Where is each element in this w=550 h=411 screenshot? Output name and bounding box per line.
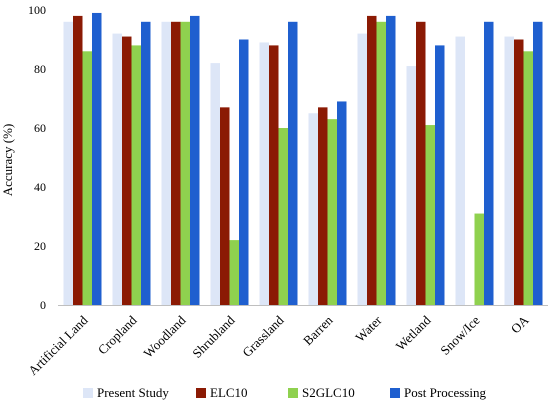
legend-label: ELC10 [210, 385, 248, 400]
bar-s2glc10 [327, 119, 337, 306]
bar-post-processing [484, 21, 494, 306]
y-axis: 0 20 40 60 80 100 [28, 3, 46, 312]
x-tick-label: OA [508, 312, 532, 336]
bar-elc10 [269, 45, 279, 306]
bar-elc10 [367, 15, 377, 306]
bar-s2glc10 [474, 213, 484, 305]
bar-post-processing [435, 45, 445, 306]
bar-present-study [161, 21, 171, 306]
y-axis-label: Accuracy (%) [0, 124, 15, 197]
x-tick-label: Woodland [140, 312, 189, 361]
x-tick-label: Shrubland [189, 312, 238, 361]
bar-elc10 [416, 21, 426, 306]
bar-elc10 [220, 107, 230, 305]
y-tick-label: 100 [28, 3, 46, 17]
x-tick-label: Wetland [393, 312, 434, 353]
y-tick-label: 20 [34, 239, 46, 253]
bar-post-processing [190, 15, 200, 306]
bar-s2glc10 [131, 45, 141, 306]
bar-present-study [406, 66, 416, 305]
legend-label: S2GLC10 [302, 385, 355, 400]
bar-post-processing [386, 15, 396, 306]
bar-s2glc10 [523, 51, 533, 305]
bar-post-processing [141, 21, 151, 306]
bar-present-study [455, 36, 465, 306]
bar-present-study [357, 33, 367, 305]
legend-swatch [196, 388, 206, 398]
x-tick-label: Cropland [95, 312, 140, 357]
bar-present-study [210, 63, 220, 305]
bar-post-processing [533, 21, 543, 306]
legend-swatch [390, 388, 400, 398]
bar-post-processing [92, 12, 102, 305]
bar-elc10 [318, 107, 328, 305]
legend-label: Post Processing [404, 385, 486, 400]
bar-post-processing [337, 101, 347, 305]
legend-swatch [83, 388, 93, 398]
bar-present-study [112, 33, 122, 305]
bar-s2glc10 [425, 125, 435, 305]
bar-s2glc10 [180, 21, 190, 306]
y-tick-label: 60 [34, 121, 46, 135]
x-tick-label: Artificial Land [25, 312, 91, 378]
bar-elc10 [122, 36, 132, 306]
x-axis: Artificial Land Cropland Woodland Shrubland… [25, 305, 548, 378]
bar-present-study [259, 42, 269, 305]
bar-s2glc10 [229, 240, 239, 305]
legend-swatch [288, 388, 298, 398]
bar-present-study [308, 113, 318, 305]
bar-elc10 [514, 39, 524, 305]
bar-post-processing [239, 39, 249, 305]
legend: Present Study ELC10 S2GLC10 Post Processing [83, 385, 486, 400]
bar-s2glc10 [376, 21, 386, 306]
bars [63, 12, 543, 306]
x-tick-label: Barren [300, 312, 336, 348]
y-tick-label: 80 [34, 62, 46, 76]
x-tick-label: Water [352, 312, 385, 345]
bar-s2glc10 [278, 128, 288, 305]
bar-elc10 [73, 15, 83, 306]
bar-post-processing [288, 21, 298, 306]
bar-present-study [63, 21, 73, 306]
y-tick-label: 40 [34, 180, 46, 194]
legend-label: Present Study [97, 385, 169, 400]
x-tick-label: Snow/Ice [437, 312, 482, 357]
bar-elc10 [171, 21, 181, 306]
x-tick-label: Grassland [239, 312, 287, 360]
y-tick-label: 0 [40, 298, 46, 312]
bar-present-study [504, 36, 514, 306]
bar-s2glc10 [82, 51, 92, 305]
